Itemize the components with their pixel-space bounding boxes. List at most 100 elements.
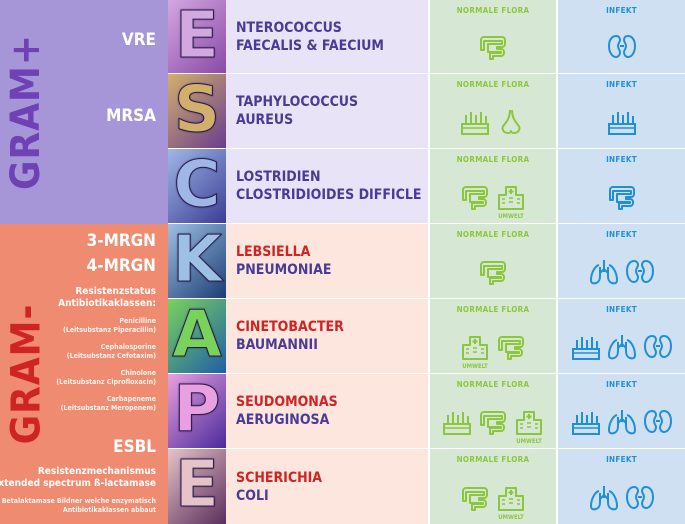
vre-label: VRE: [121, 30, 156, 50]
normal-flora-heading: NORMALE FLORA: [456, 455, 530, 464]
bacteria-letter-image: K: [168, 224, 226, 298]
intestine-icon: [607, 183, 637, 211]
bacteria-row: S TAPHYLOCOCCUS AUREUS NORMALE FLORA INFEKT: [168, 74, 685, 148]
normal-flora-heading: NORMALE FLORA: [456, 380, 530, 389]
intestine-icon: [478, 408, 508, 436]
hospital-icon: UMWELT: [496, 484, 526, 521]
eskape-letter: P: [170, 374, 224, 447]
normal-flora-heading: NORMALE FLORA: [456, 305, 530, 314]
gram-plus-panel: [0, 0, 168, 224]
intestine-icon: [460, 484, 490, 512]
bacteria-row: E SCHERICHIA COLI NORMALE FLORA UMWELT INFEKT: [168, 449, 685, 524]
kidney-icon: [643, 408, 673, 436]
bacteria-name-line2: PNEUMONIAE: [236, 262, 332, 278]
infection-heading: INFEKT: [606, 305, 637, 314]
eskape-letter: C: [170, 149, 224, 222]
infection-cell: INFEKT: [556, 149, 685, 223]
hospital-icon: UMWELT: [496, 183, 526, 220]
bacteria-name-line1: LOSTRIDIEN: [236, 169, 321, 185]
bacteria-row: E NTEROCOCCUS FAECALIS & FAECIUM NORMALE FL…: [168, 0, 685, 73]
umwelt-label: UMWELT: [498, 514, 524, 521]
bacteria-name-line2: AUREUS: [236, 112, 294, 128]
infection-cell: INFEKT: [556, 374, 685, 448]
class-cephalosporine: Cephalosporine (Leitsubstanz Cefotaxim): [66, 343, 156, 360]
bacteria-name-line1: SEUDOMONAS: [236, 394, 338, 410]
bacteria-name: SEUDOMONAS AERUGINOSA: [226, 374, 428, 448]
normal-flora-cell: NORMALE FLORA: [428, 0, 556, 73]
bacteria-name-line2: CLOSTRIDIOIDES DIFFICLE: [236, 187, 422, 203]
umwelt-label: UMWELT: [516, 438, 542, 445]
infection-heading: INFEKT: [606, 80, 637, 89]
esbl-heading: Resistenzmechanismus Extended spectrum ß-…: [0, 466, 156, 489]
bacteria-name-line1: CINETOBACTER: [236, 319, 344, 335]
bacteria-name: CINETOBACTER BAUMANNII: [226, 299, 428, 373]
intestine-icon: [478, 33, 508, 61]
infection-cell: INFEKT: [556, 449, 685, 524]
intestine-icon: [496, 333, 526, 361]
kidney-icon: [607, 33, 637, 61]
esbl-description: Betalaktamase Bildner welche enzymatisch…: [1, 497, 156, 514]
bacteria-row: K LEBSIELLA PNEUMONIAE NORMALE FLORA INFEKT: [168, 224, 685, 298]
umwelt-label: UMWELT: [498, 213, 524, 220]
normal-flora-heading: NORMALE FLORA: [456, 6, 530, 15]
normal-flora-heading: NORMALE FLORA: [456, 80, 530, 89]
intestine-icon: [478, 258, 508, 286]
bacteria-row: P SEUDOMONAS AERUGINOSA NORMALE FLORA UMWELT…: [168, 374, 685, 448]
skin-icon: [442, 408, 472, 436]
bacteria-name-line2: BAUMANNII: [236, 337, 318, 353]
4-mrgn-label: 4-MRGN: [86, 256, 156, 276]
lungs-icon: [607, 408, 637, 436]
infection-heading: INFEKT: [606, 155, 637, 164]
nose-icon: [496, 108, 526, 136]
gram-minus-panel: [0, 224, 168, 524]
bacteria-name-line2: COLI: [236, 487, 269, 504]
bacteria-letter-image: C: [168, 149, 226, 223]
kidney-icon: [625, 258, 655, 286]
bacteria-letter-image: P: [168, 374, 226, 448]
bacteria-name: SCHERICHIA COLI: [226, 449, 428, 524]
bacteria-name: LEBSIELLA PNEUMONIAE: [226, 224, 428, 298]
kidney-icon: [625, 484, 655, 512]
normal-flora-cell: NORMALE FLORA: [428, 74, 556, 148]
skin-icon: [607, 108, 637, 136]
bacteria-name-line1: NTEROCOCCUS: [236, 19, 342, 36]
infection-cell: INFEKT: [556, 299, 685, 373]
intestine-icon: [460, 183, 490, 211]
kidney-icon: [643, 333, 673, 361]
bacteria-letter-image: E: [168, 0, 226, 73]
bacteria-name-line1: LEBSIELLA: [236, 244, 311, 260]
normal-flora-cell: NORMALE FLORA UMWELT: [428, 299, 556, 373]
eskape-letter: K: [170, 224, 224, 297]
gram-plus-title: GRAM+: [3, 33, 50, 191]
hospital-icon: UMWELT: [460, 333, 490, 370]
bacteria-name: TAPHYLOCOCCUS AUREUS: [226, 74, 428, 148]
lungs-icon: [589, 484, 619, 512]
infection-cell: INFEKT: [556, 224, 685, 298]
eskape-letter: E: [170, 0, 224, 73]
bacteria-name-line1: TAPHYLOCOCCUS: [236, 94, 359, 110]
3-mrgn-label: 3-MRGN: [86, 231, 156, 251]
infection-cell: INFEKT: [556, 0, 685, 73]
normal-flora-heading: NORMALE FLORA: [456, 230, 530, 239]
skin-icon: [571, 333, 601, 361]
skin-icon: [571, 408, 601, 436]
hospital-icon: UMWELT: [514, 408, 544, 445]
bacteria-name-line1: SCHERICHIA: [236, 469, 323, 486]
class-penicilline: Penicilline (Leitsubstanz Piperacillin): [62, 317, 156, 334]
infection-cell: INFEKT: [556, 74, 685, 148]
bacteria-name-line2: FAECALIS & FAECIUM: [236, 37, 384, 54]
normal-flora-heading: NORMALE FLORA: [456, 155, 530, 164]
infection-heading: INFEKT: [606, 230, 637, 239]
bacteria-name: LOSTRIDIEN CLOSTRIDIOIDES DIFFICLE: [226, 149, 428, 223]
eskape-letter: E: [170, 449, 224, 522]
eskape-letter: A: [170, 299, 224, 372]
class-chinolone: Chinolone (Leitsubstanz Ciprofloxacin): [56, 369, 156, 386]
bacteria-name-line2: AERUGINOSA: [236, 412, 330, 428]
lungs-icon: [589, 258, 619, 286]
lungs-icon: [607, 333, 637, 361]
normal-flora-cell: NORMALE FLORA UMWELT: [428, 149, 556, 223]
skin-icon: [460, 108, 490, 136]
infection-heading: INFEKT: [606, 380, 637, 389]
bacteria-row: A CINETOBACTER BAUMANNII NORMALE FLORA UMWEL…: [168, 299, 685, 373]
resistance-heading: Resistenzstatus Antibiotikaklassen:: [58, 286, 156, 309]
